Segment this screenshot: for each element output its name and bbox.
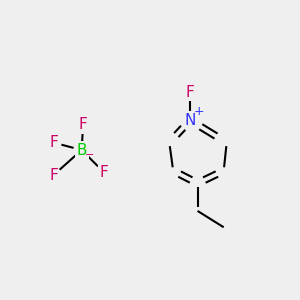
Text: F: F [49,135,58,150]
Text: +: + [194,106,204,118]
Text: −: − [85,150,94,160]
Text: F: F [79,117,88,132]
Text: F: F [49,168,58,183]
Text: B: B [76,142,87,158]
Text: N: N [184,113,196,128]
Text: F: F [186,85,194,100]
Text: F: F [100,165,108,180]
